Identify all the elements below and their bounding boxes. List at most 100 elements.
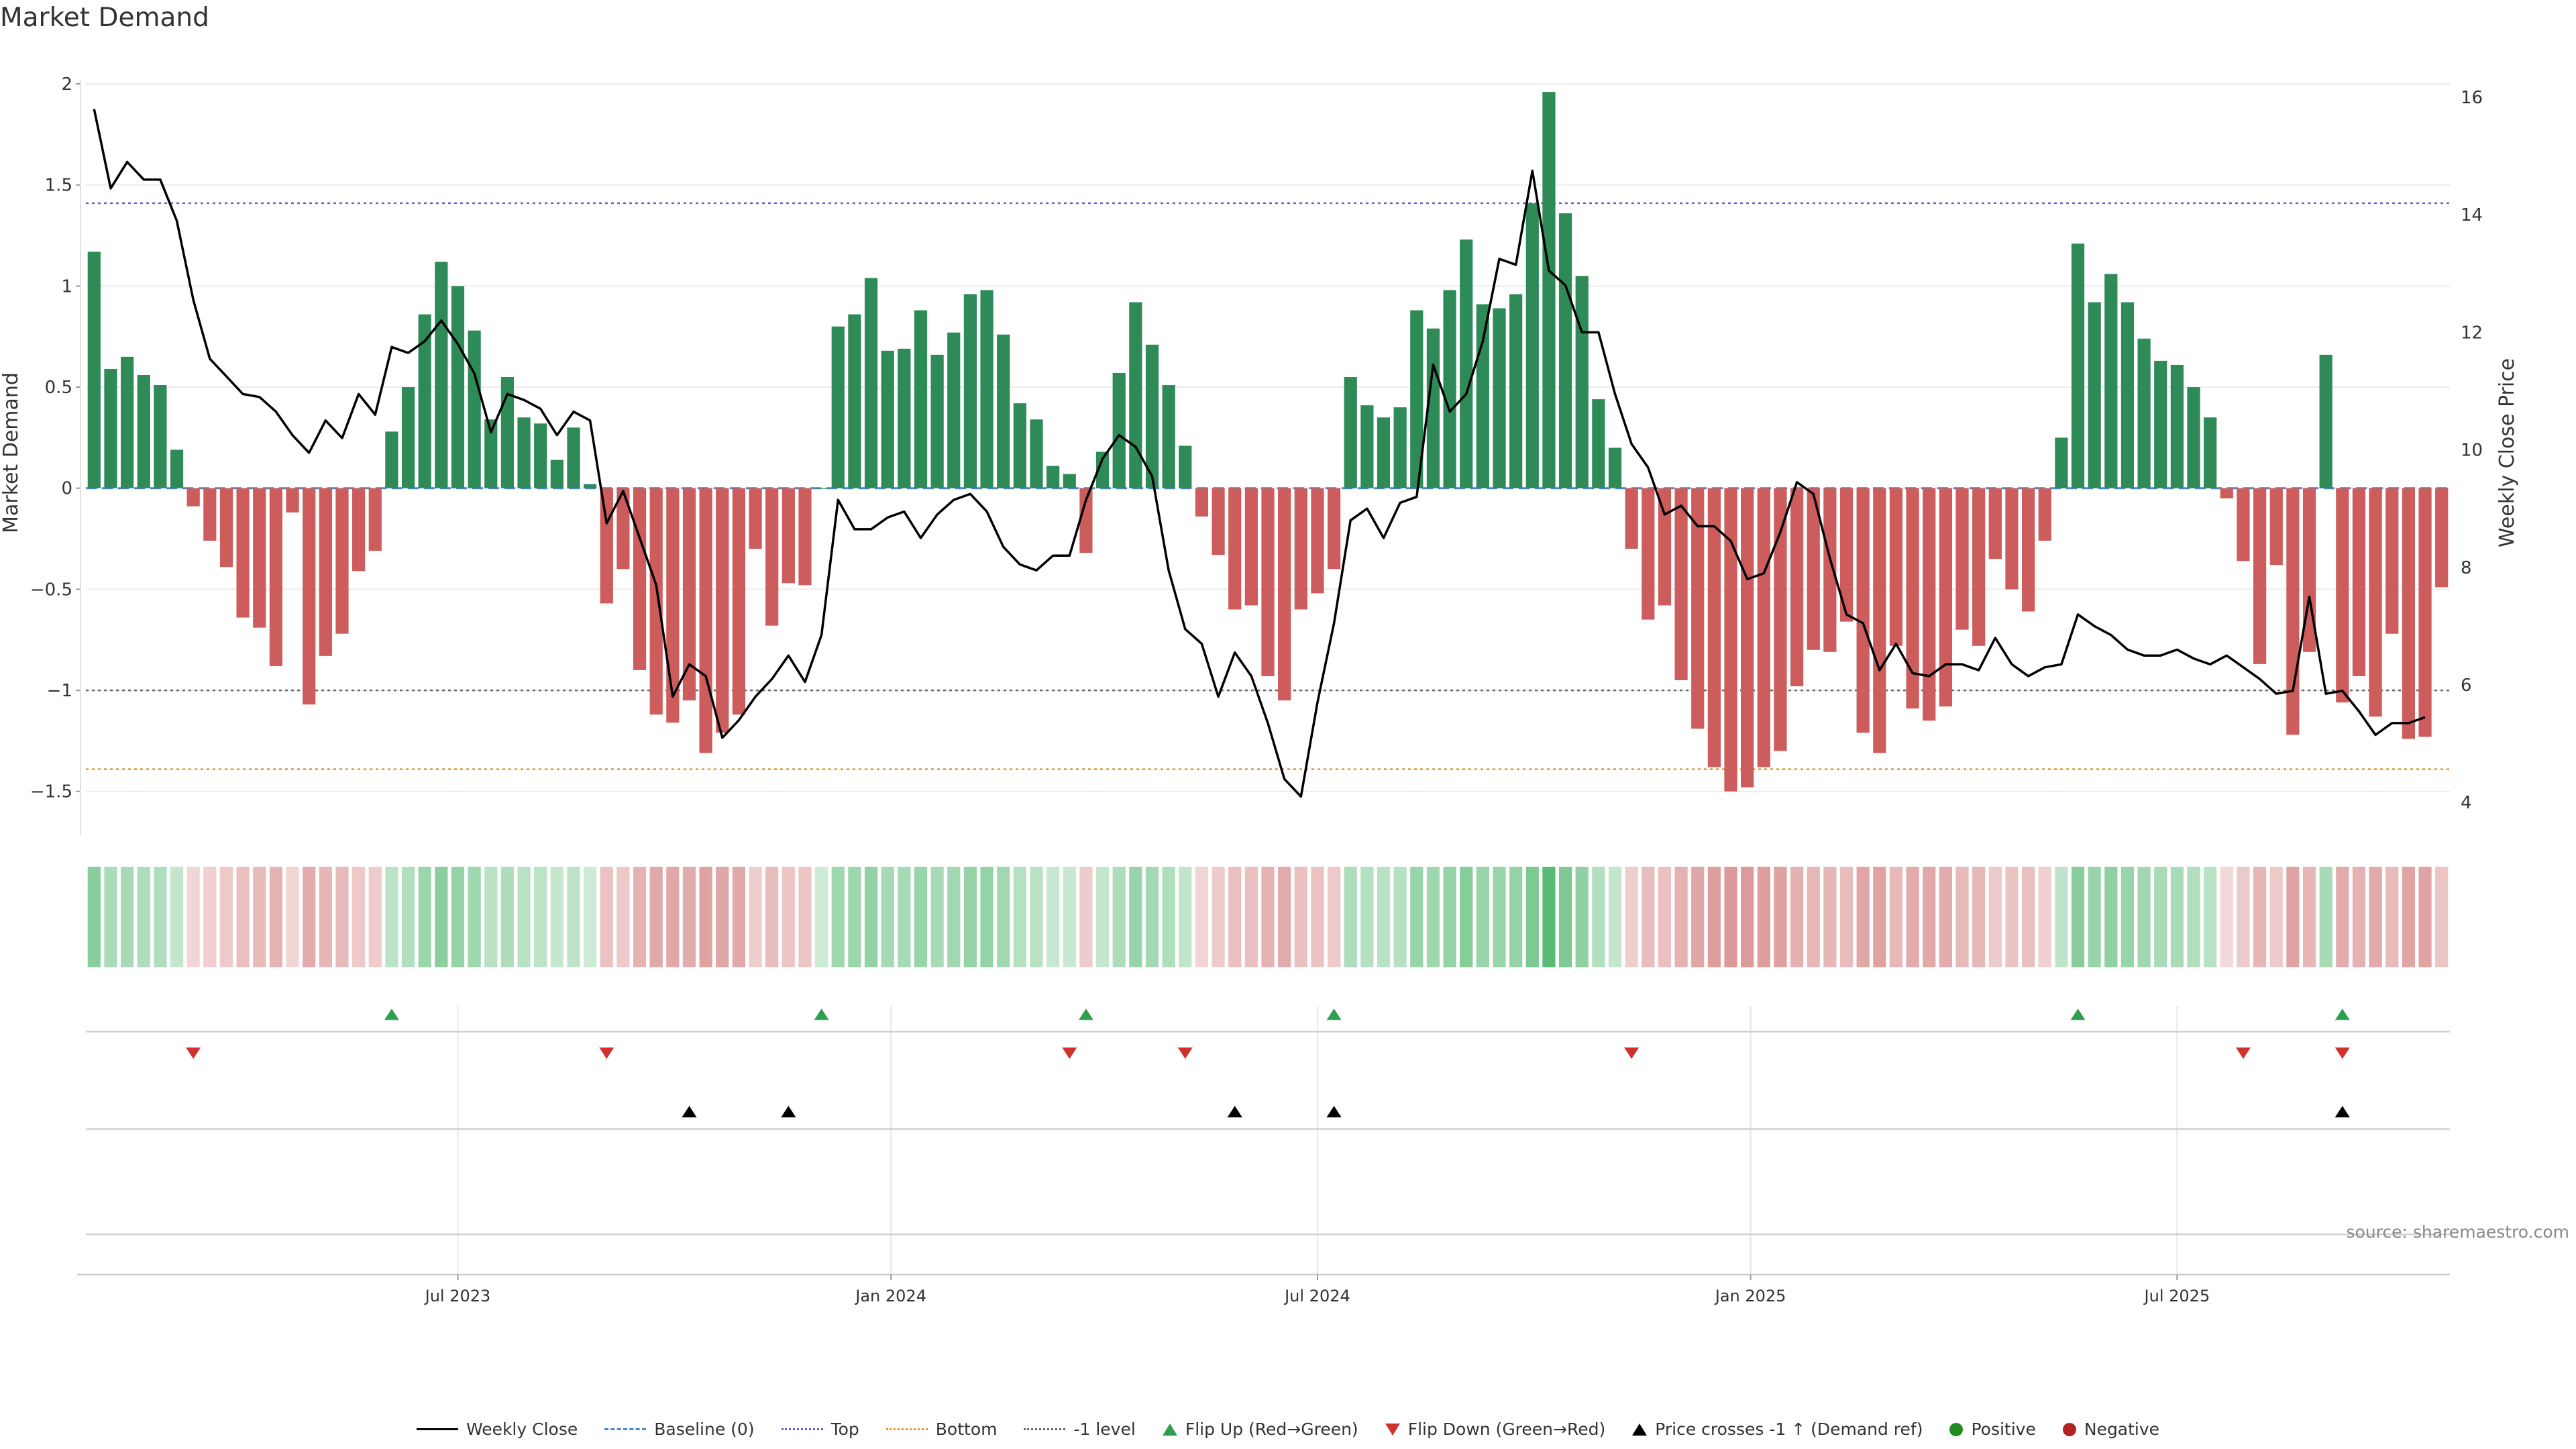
demand-bar [87, 252, 101, 488]
flip-down-marker [599, 1047, 614, 1059]
legend-label: Flip Down (Green→Red) [1407, 1419, 1606, 1439]
heat-cell [2187, 867, 2200, 967]
demand-bar [203, 488, 217, 541]
heat-cell [1013, 867, 1026, 967]
demand-bar [385, 431, 398, 488]
demand-bar [401, 387, 415, 488]
demand-bar [1592, 399, 1605, 488]
heat-cell [1625, 867, 1638, 967]
heat-cell [2005, 867, 2019, 967]
demand-bar [567, 427, 580, 488]
heat-cell [1344, 867, 1357, 967]
demand-bar [1112, 372, 1126, 488]
y-tick-label: 2 [61, 74, 72, 95]
demand-bar [1642, 488, 1655, 620]
flip-up-marker [1326, 1008, 1342, 1020]
cross-marker [1227, 1106, 1242, 1118]
heat-cell [1261, 867, 1275, 967]
demand-bar [1261, 488, 1275, 676]
flip-up-marker [384, 1008, 399, 1020]
heat-cell [2402, 867, 2416, 967]
heat-cell [1923, 867, 1936, 967]
heat-cell [2121, 867, 2135, 967]
demand-bar [335, 488, 349, 634]
demand-bar [682, 488, 696, 701]
flip-up-marker [2070, 1008, 2086, 1020]
demand-bar [1972, 488, 1986, 646]
y2-axis-label: Weekly Close Price [2496, 358, 2519, 547]
heat-cell [1906, 867, 1919, 967]
demand-bar [1873, 488, 1886, 753]
heat-cell [980, 867, 994, 967]
heat-cell [1823, 867, 1837, 967]
demand-bar [1179, 445, 1192, 488]
heat-cell [1393, 867, 1407, 967]
dot-swatch-icon [781, 1428, 823, 1430]
legend-label: Flip Up (Red→Green) [1185, 1419, 1358, 1439]
heat-cell [451, 867, 465, 967]
demand-bar [1244, 488, 1258, 606]
demand-bar [1839, 488, 1854, 622]
triangle-up-black-icon [1632, 1423, 1648, 1436]
page-title: Market Demand [0, 3, 209, 33]
demand-bar [798, 488, 812, 586]
heat-cell [2418, 867, 2432, 967]
demand-bar [1278, 488, 1291, 701]
demand-bar [2369, 488, 2382, 717]
heat-cell [137, 867, 150, 967]
demand-bar [2187, 387, 2200, 488]
heat-cell [435, 867, 448, 967]
demand-bar [186, 488, 200, 506]
demand-bar [864, 278, 878, 488]
circle-green-icon [1949, 1422, 1964, 1436]
heat-cell [170, 867, 184, 967]
demand-bar [120, 356, 134, 488]
flip-up-marker [814, 1008, 829, 1020]
heat-cell [947, 867, 961, 967]
flip-up-marker [1078, 1008, 1093, 1020]
heat-cell [732, 867, 746, 967]
flip-down-marker [186, 1047, 201, 1059]
demand-bar [2336, 488, 2349, 703]
y-axis-label: Market Demand [0, 372, 23, 533]
heat-cell [666, 867, 680, 967]
heat-cell [418, 867, 431, 967]
y2-tick-label: 16 [2461, 88, 2483, 108]
flip-down-marker [2235, 1047, 2251, 1059]
demand-bar [2220, 488, 2233, 498]
heat-cell [303, 867, 316, 967]
demand-bar [1030, 419, 1043, 488]
heat-cell [1228, 867, 1242, 967]
heat-cell [1542, 867, 1556, 967]
heat-cell [1839, 867, 1854, 967]
cross-marker [781, 1106, 796, 1118]
heat-cell [154, 867, 167, 967]
y-tick-label: 0.5 [45, 378, 72, 398]
demand-bar [1509, 294, 1523, 488]
heat-cell [2154, 867, 2167, 967]
demand-bar [2286, 488, 2300, 735]
demand-bar [1724, 488, 1737, 792]
demand-bar [1906, 488, 1919, 709]
demand-bar [1525, 203, 1539, 488]
heat-cell [1707, 867, 1721, 967]
demand-bar [2021, 488, 2035, 612]
heat-cell [2336, 867, 2349, 967]
heat-cell [2104, 867, 2118, 967]
demand-bar [319, 488, 332, 656]
y-tick-label: 1.5 [45, 176, 72, 196]
x-tick-label: Jul 2025 [2143, 1287, 2210, 1305]
legend-label: Baseline (0) [654, 1419, 755, 1439]
heat-cell [2055, 867, 2068, 967]
flip-down-marker [1062, 1047, 1077, 1059]
demand-bar [1807, 488, 1820, 650]
demand-bar [1377, 417, 1391, 488]
heat-cell [1179, 867, 1192, 967]
demand-bar [1162, 385, 1175, 488]
heat-cell [2038, 867, 2051, 967]
demand-bar [898, 348, 911, 488]
heat-cell [468, 867, 481, 967]
demand-bar [550, 460, 564, 488]
heat-cell [1691, 867, 1705, 967]
demand-bar [517, 417, 531, 488]
